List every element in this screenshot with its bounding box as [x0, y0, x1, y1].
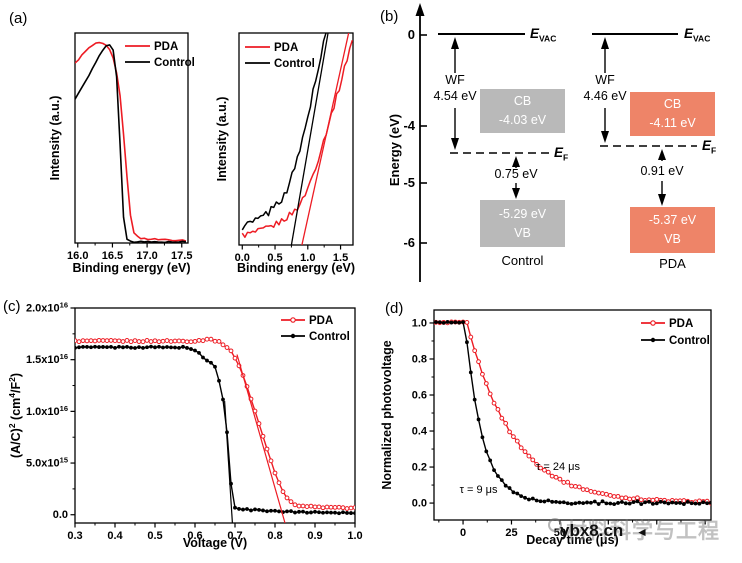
wf-block-pda: WF 4.46 eV	[583, 73, 627, 103]
svg-text:Voltage (V): Voltage (V)	[183, 536, 247, 550]
cb-box-control: CB -4.03 eV	[480, 89, 565, 133]
svg-text:0.6: 0.6	[187, 530, 202, 542]
panel-b-energy-diagram: (b)	[371, 0, 742, 290]
svg-text:τ = 24 μs: τ = 24 μs	[536, 461, 581, 473]
energy-tick-m6: -6	[403, 235, 415, 250]
svg-text:17.5: 17.5	[171, 250, 192, 262]
svg-text:0.8: 0.8	[412, 353, 427, 365]
watermark-logo-icon	[548, 518, 562, 532]
svg-text:0.6: 0.6	[412, 390, 427, 402]
energy-axis-title: Energy (eV)	[387, 113, 402, 187]
energy-tick-m4: -4	[403, 118, 415, 133]
svg-text:0.7: 0.7	[227, 530, 242, 542]
svg-text:16.0: 16.0	[67, 250, 88, 262]
svg-text:16.5: 16.5	[102, 250, 123, 262]
panel-a-label: (a)	[9, 10, 28, 27]
svg-text:0.0: 0.0	[412, 498, 427, 510]
evac-label-control: EVAC	[530, 26, 557, 44]
svg-text:2.0x1016: 2.0x1016	[26, 301, 68, 315]
panel-d-label: (d)	[385, 300, 404, 317]
svg-text:17.0: 17.0	[136, 250, 157, 262]
svg-text:1.0: 1.0	[300, 252, 315, 264]
svg-text:0.4: 0.4	[412, 426, 428, 438]
svg-text:0.3: 0.3	[67, 530, 82, 542]
watermark-site-text: ybx8.cn	[560, 521, 624, 540]
fermi-label-control: EF	[554, 145, 569, 163]
svg-text:PDA: PDA	[669, 318, 693, 330]
wf-arrow-up-pda-icon	[601, 37, 609, 49]
svg-text:Normalized photovoltage: Normalized photovoltage	[380, 340, 394, 489]
wf-block-control: WF 4.54 eV	[433, 73, 477, 103]
svg-text:0: 0	[460, 527, 466, 539]
wf-arrow-down-control-icon	[451, 138, 459, 150]
svg-text:Control: Control	[154, 57, 195, 69]
wf-arrow-down-pda-icon	[601, 131, 609, 143]
column-label-control: Control	[501, 253, 544, 268]
svg-text:Control: Control	[309, 331, 350, 343]
vb-box-pda: -5.37 eV VB	[630, 207, 715, 253]
svg-text:0.8: 0.8	[267, 530, 282, 542]
svg-text:PDA: PDA	[274, 42, 298, 54]
svg-text:Intensity (a.u.): Intensity (a.u.)	[215, 97, 229, 182]
svg-text:0.0: 0.0	[53, 509, 68, 521]
energy-diagram-graphics	[415, 3, 697, 282]
svg-text:5.0x1015: 5.0x1015	[26, 456, 68, 470]
gap-arrow-down-pda-icon	[658, 194, 666, 206]
svg-text:0.0: 0.0	[235, 252, 250, 264]
svg-text:τ = 9 μs: τ = 9 μs	[460, 484, 498, 496]
svg-text:PDA: PDA	[154, 41, 178, 53]
chart-mott-schottky: 0.3 0.4 0.5 0.6 0.7 0.8 0.9 1.0 0.0 5.0x1015 1.0x1…	[7, 301, 363, 551]
column-label-pda: PDA	[659, 256, 686, 271]
evac-label-pda: EVAC	[684, 26, 711, 44]
gap-value-pda: 0.91 eV	[640, 164, 684, 178]
svg-text:0.5: 0.5	[267, 252, 282, 264]
watermark-background-text: 材料科学与工程	[566, 520, 720, 543]
svg-text:PDA: PDA	[309, 315, 333, 327]
svg-text:1.0: 1.0	[347, 530, 362, 542]
energy-axis-arrow-icon	[415, 3, 425, 16]
svg-text:Intensity (a.u.): Intensity (a.u.)	[48, 96, 62, 181]
cb-box-pda: CB -4.11 eV	[630, 92, 715, 136]
svg-text:1.0: 1.0	[412, 317, 427, 329]
svg-text:25: 25	[505, 527, 517, 539]
vb-box-control: -5.29 eV VB	[480, 200, 565, 247]
svg-text:0.4: 0.4	[107, 530, 123, 542]
svg-text:(A/C)2 (cm4/F2): (A/C)2 (cm4/F2)	[7, 373, 23, 458]
energy-tick-m5: -5	[403, 175, 415, 190]
watermark-cursor-icon: ◄	[636, 525, 648, 539]
fermi-label-pda: EF	[702, 138, 717, 156]
gap-value-control: 0.75 eV	[494, 167, 538, 181]
gap-arrow-up-pda-icon	[658, 149, 666, 160]
svg-text:1.5x1016: 1.5x1016	[26, 352, 68, 366]
svg-text:Decay time (μs): Decay time (μs)	[526, 533, 618, 547]
svg-text:0.2: 0.2	[412, 462, 427, 474]
gap-arrow-down-control-icon	[512, 188, 520, 199]
gap-arrow-up-control-icon	[512, 156, 520, 167]
panel-b-label: (b)	[380, 8, 399, 25]
watermark: 材料科学与工程 ybx8.cn ◄	[548, 508, 742, 552]
panel-c-label: (c)	[3, 298, 21, 315]
svg-text:Control: Control	[274, 58, 315, 70]
svg-text:1.5: 1.5	[333, 252, 348, 264]
svg-text:1.0x1016: 1.0x1016	[26, 404, 68, 418]
svg-text:0.9: 0.9	[307, 530, 322, 542]
svg-text:0.5: 0.5	[147, 530, 162, 542]
svg-text:Control: Control	[669, 335, 710, 347]
svg-text:Binding energy (eV): Binding energy (eV)	[72, 261, 190, 275]
wf-arrow-up-control-icon	[451, 37, 459, 49]
svg-text:Binding energy (eV): Binding energy (eV)	[237, 261, 355, 275]
energy-tick-0: 0	[407, 27, 415, 42]
